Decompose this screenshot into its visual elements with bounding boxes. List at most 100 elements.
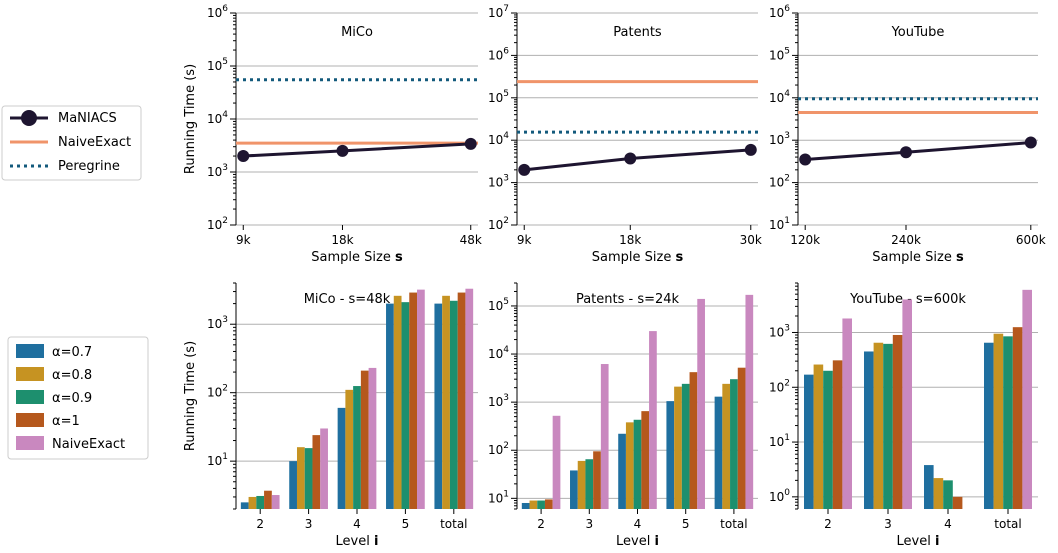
bar bbox=[544, 499, 553, 509]
bar bbox=[434, 303, 443, 509]
x-tick-label: 3 bbox=[884, 517, 892, 531]
bar bbox=[1012, 327, 1023, 509]
chart-title: Patents - s=24k bbox=[576, 292, 680, 307]
y-tick-label: 103 bbox=[769, 323, 790, 339]
bar bbox=[442, 295, 450, 509]
y-tick-label: 103 bbox=[207, 315, 228, 331]
legend-naive-label: NaiveExact bbox=[58, 135, 131, 150]
bar bbox=[521, 502, 530, 509]
chart-panel-5: 101 102 103 104 105 Patents - s=24k Level i 2 3 4… bbox=[488, 282, 758, 549]
bar bbox=[714, 396, 723, 509]
series-line-maniacs bbox=[524, 148, 751, 172]
bar bbox=[883, 343, 893, 509]
chart-title: MiCo bbox=[341, 25, 373, 40]
y-tick-label: 101 bbox=[488, 489, 509, 505]
chart-panel-2: 102 103 104 105 106 107 Patents Sample Size s 9k… bbox=[488, 4, 762, 265]
legend-bar-label: α=1 bbox=[52, 414, 80, 429]
bar bbox=[409, 292, 418, 509]
series-point bbox=[624, 152, 637, 165]
series-line-maniacs bbox=[805, 141, 1031, 162]
x-tick-label: total bbox=[440, 517, 467, 531]
x-tick-label: 2 bbox=[824, 517, 832, 531]
series-line-maniacs bbox=[243, 142, 471, 158]
bar bbox=[842, 318, 852, 509]
bar bbox=[737, 367, 746, 509]
y-tick-label: 103 bbox=[488, 174, 509, 190]
y-tick-label: 107 bbox=[488, 4, 509, 20]
chart-panel-1: 102 103 104 105 106 MiCo Running Time (s) Sampl… bbox=[183, 4, 482, 265]
legend-bar-label: α=0.8 bbox=[52, 368, 92, 383]
legend-bar-label: α=0.7 bbox=[52, 345, 92, 360]
x-tick-label: 3 bbox=[585, 517, 593, 531]
bar bbox=[386, 303, 394, 509]
bar bbox=[993, 333, 1004, 509]
y-tick-label: 102 bbox=[488, 441, 509, 457]
x-axis-label: Level i bbox=[616, 534, 659, 549]
bar bbox=[537, 500, 545, 509]
bar bbox=[823, 370, 833, 509]
y-tick-label: 104 bbox=[207, 110, 228, 126]
bar bbox=[804, 374, 814, 509]
bar bbox=[417, 289, 425, 509]
bar bbox=[393, 295, 402, 509]
y-tick-label: 102 bbox=[207, 384, 228, 400]
bar bbox=[552, 415, 561, 509]
chart-panel-3: 101 102 103 104 105 106 YouTube Sample Size s 12… bbox=[769, 4, 1046, 265]
legend-maniacs-marker bbox=[21, 110, 37, 126]
bar bbox=[666, 401, 675, 509]
x-axis-label: Level i bbox=[336, 534, 379, 549]
y-tick-label: 102 bbox=[769, 174, 790, 190]
series-point bbox=[237, 150, 250, 163]
series-point bbox=[744, 143, 757, 156]
x-tick-label: 600k bbox=[1016, 233, 1046, 247]
y-tick-label: 101 bbox=[769, 216, 790, 232]
x-tick-label: 5 bbox=[402, 517, 410, 531]
x-axis-label: Sample Size s bbox=[592, 250, 684, 265]
x-tick-label: 18k bbox=[619, 233, 641, 247]
bar bbox=[745, 294, 754, 509]
x-tick-label: 48k bbox=[460, 233, 482, 247]
legend-bar-swatch bbox=[16, 436, 44, 450]
bar bbox=[360, 370, 369, 509]
bar bbox=[465, 288, 474, 509]
chart-title: YouTube bbox=[891, 25, 945, 40]
y-tick-label: 104 bbox=[488, 131, 509, 147]
bar bbox=[633, 419, 642, 509]
x-tick-label: 9k bbox=[236, 233, 251, 247]
bar bbox=[289, 461, 297, 509]
y-tick-label: 105 bbox=[488, 297, 509, 313]
bar bbox=[600, 364, 609, 509]
bar bbox=[240, 502, 249, 509]
chart-title: MiCo - s=48k bbox=[304, 292, 391, 307]
bar bbox=[593, 451, 601, 509]
x-tick-label: 30k bbox=[740, 233, 762, 247]
x-axis-label: Sample Size s bbox=[872, 250, 964, 265]
y-tick-label: 106 bbox=[207, 4, 228, 20]
x-tick-label: 2 bbox=[256, 517, 264, 531]
series-point bbox=[336, 144, 349, 157]
series-point bbox=[518, 163, 531, 176]
y-tick-label: 100 bbox=[769, 488, 790, 504]
y-tick-label: 106 bbox=[488, 46, 509, 62]
bar bbox=[832, 360, 843, 509]
bar bbox=[697, 298, 705, 509]
bar bbox=[674, 386, 682, 509]
bar bbox=[873, 342, 884, 509]
y-tick-label: 104 bbox=[769, 89, 790, 105]
series-point bbox=[900, 146, 912, 159]
x-tick-label: total bbox=[720, 517, 747, 531]
bar bbox=[641, 411, 650, 509]
bar bbox=[248, 496, 257, 509]
bar bbox=[689, 372, 698, 509]
x-tick-label: 5 bbox=[682, 517, 690, 531]
y-tick-label: 105 bbox=[769, 46, 790, 62]
bar bbox=[271, 495, 280, 509]
y-tick-label: 101 bbox=[207, 452, 228, 468]
x-tick-label: total bbox=[994, 517, 1021, 531]
bar bbox=[337, 407, 346, 509]
chart-panel-4: 101 102 103 MiCo - s=48k Running Time (s) Lev… bbox=[183, 282, 478, 549]
bar bbox=[984, 342, 994, 509]
legend-bar-label: NaiveExact bbox=[52, 437, 125, 452]
